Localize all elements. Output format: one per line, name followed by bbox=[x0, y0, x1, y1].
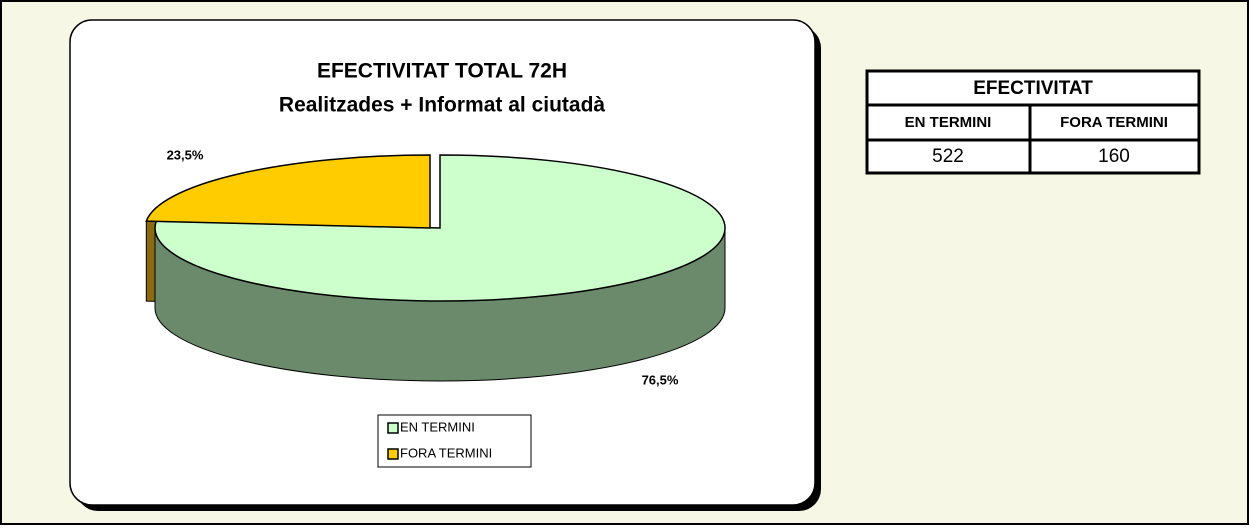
data-label: 23,5% bbox=[167, 147, 204, 162]
chart-subtitle: Realitzades + Informat al ciutadà bbox=[279, 94, 606, 117]
legend-label: FORA TERMINI bbox=[400, 445, 492, 460]
chart-title: EFECTIVITAT TOTAL 72H bbox=[317, 60, 567, 83]
table-frame bbox=[865, 69, 1201, 175]
slice bbox=[154, 154, 726, 302]
legend-label: EN TERMINI bbox=[400, 419, 475, 434]
legend-swatch bbox=[387, 448, 399, 460]
table-header: EN TERMINI bbox=[905, 114, 992, 131]
table-header: FORA TERMINI bbox=[1060, 114, 1168, 131]
table-cell: 160 bbox=[1098, 146, 1130, 167]
pie: 76,5% 23,5% bbox=[145, 147, 726, 387]
table-cell: 522 bbox=[932, 146, 964, 167]
legend bbox=[377, 414, 532, 468]
table: EFECTIVITAT EN TERMINI FORA TERMINI 522 … bbox=[865, 69, 1201, 175]
data-label: 76,5% bbox=[642, 372, 679, 387]
slice bbox=[145, 154, 431, 229]
legend-items: EN TERMINI FORA TERMINI bbox=[387, 419, 492, 460]
table-title: EFECTIVITAT bbox=[973, 78, 1093, 99]
legend-swatch bbox=[387, 422, 399, 434]
